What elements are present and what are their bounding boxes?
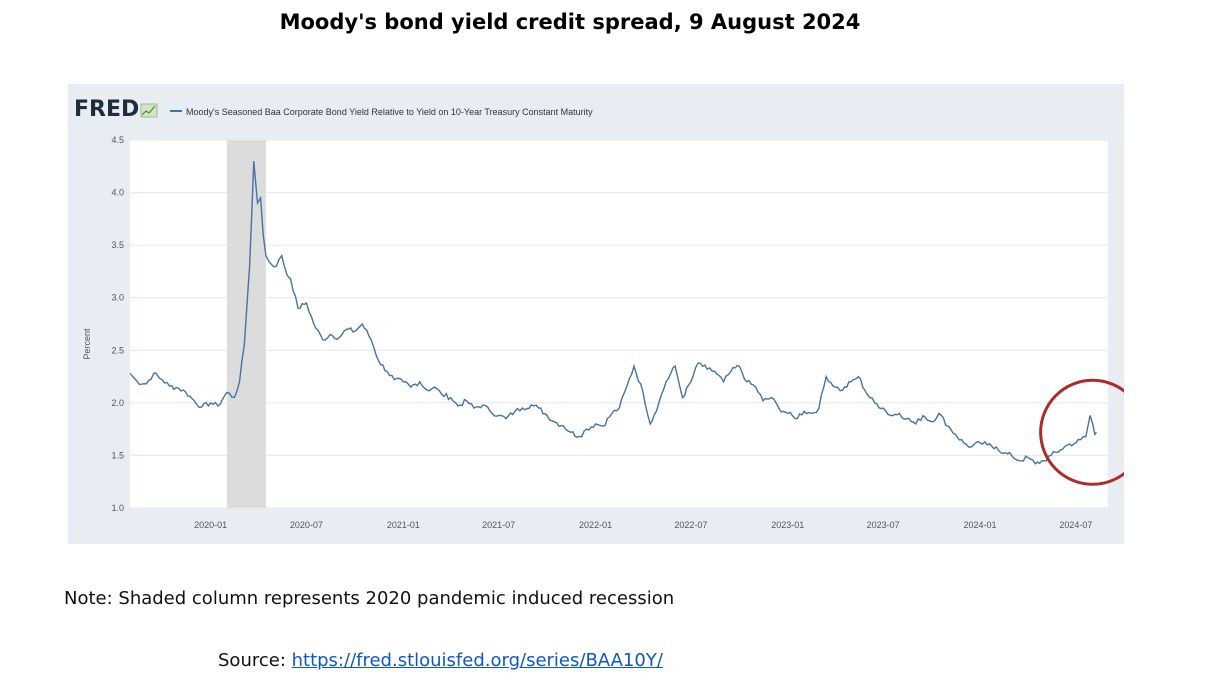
fred-logo: FRED bbox=[74, 97, 139, 122]
note-text: Note: Shaded column represents 2020 pand… bbox=[64, 588, 675, 609]
source-line: Source: https://fred.stlouisfed.org/seri… bbox=[218, 650, 663, 671]
source-label: Source: bbox=[218, 650, 292, 671]
plot-area bbox=[130, 140, 1108, 508]
x-tick-label: 2020-07 bbox=[290, 520, 323, 530]
y-tick-label: 3.0 bbox=[111, 293, 124, 303]
series-line bbox=[129, 160, 1097, 465]
x-tick-label: 2023-07 bbox=[867, 520, 900, 530]
x-tick-label: 2021-01 bbox=[387, 520, 420, 530]
y-tick-label: 4.0 bbox=[111, 188, 124, 198]
y-tick-label: 2.5 bbox=[111, 345, 124, 355]
highlight-circle bbox=[1039, 378, 1124, 486]
fred-logo-icon bbox=[140, 103, 158, 118]
x-ticks: 2020-01 2020-07 2021-01 2021-07 2022-01 2022-… bbox=[194, 520, 1092, 530]
x-tick-label: 2022-01 bbox=[579, 520, 612, 530]
y-tick-label: 2.0 bbox=[111, 398, 124, 408]
source-link[interactable]: https://fred.stlouisfed.org/series/BAA10… bbox=[291, 650, 663, 671]
x-tick-label: 2021-07 bbox=[482, 520, 515, 530]
page-title: Moody's bond yield credit spread, 9 Augu… bbox=[279, 10, 861, 34]
y-tick-label: 1.0 bbox=[111, 503, 124, 513]
x-tick-label: 2024-01 bbox=[964, 520, 997, 530]
chart-frame: 1.0 1.5 2.0 2.5 3.0 3.5 4.0 4.5 2020-01 2020-07 2… bbox=[68, 84, 1124, 544]
chart-svg: 1.01.52.02.53.03.54.04.5 2020-01 2020-07 2… bbox=[74, 97, 1124, 530]
grid-layer bbox=[130, 139, 1108, 509]
y-axis-label: Percent bbox=[82, 328, 92, 360]
x-tick-label: 2022-07 bbox=[674, 520, 707, 530]
x-tick-label: 2020-01 bbox=[194, 520, 227, 530]
y-ticks: 1.0 1.5 2.0 2.5 3.0 3.5 4.0 4.5 bbox=[111, 135, 124, 513]
x-tick-label: 2023-01 bbox=[771, 520, 804, 530]
x-tick-label: 2024-07 bbox=[1059, 520, 1092, 530]
y-tick-label: 4.5 bbox=[111, 135, 124, 145]
y-tick-label: 3.5 bbox=[111, 240, 124, 250]
legend-label: Moody's Seasoned Baa Corporate Bond Yiel… bbox=[186, 107, 593, 117]
y-tick-label: 1.5 bbox=[111, 450, 124, 460]
